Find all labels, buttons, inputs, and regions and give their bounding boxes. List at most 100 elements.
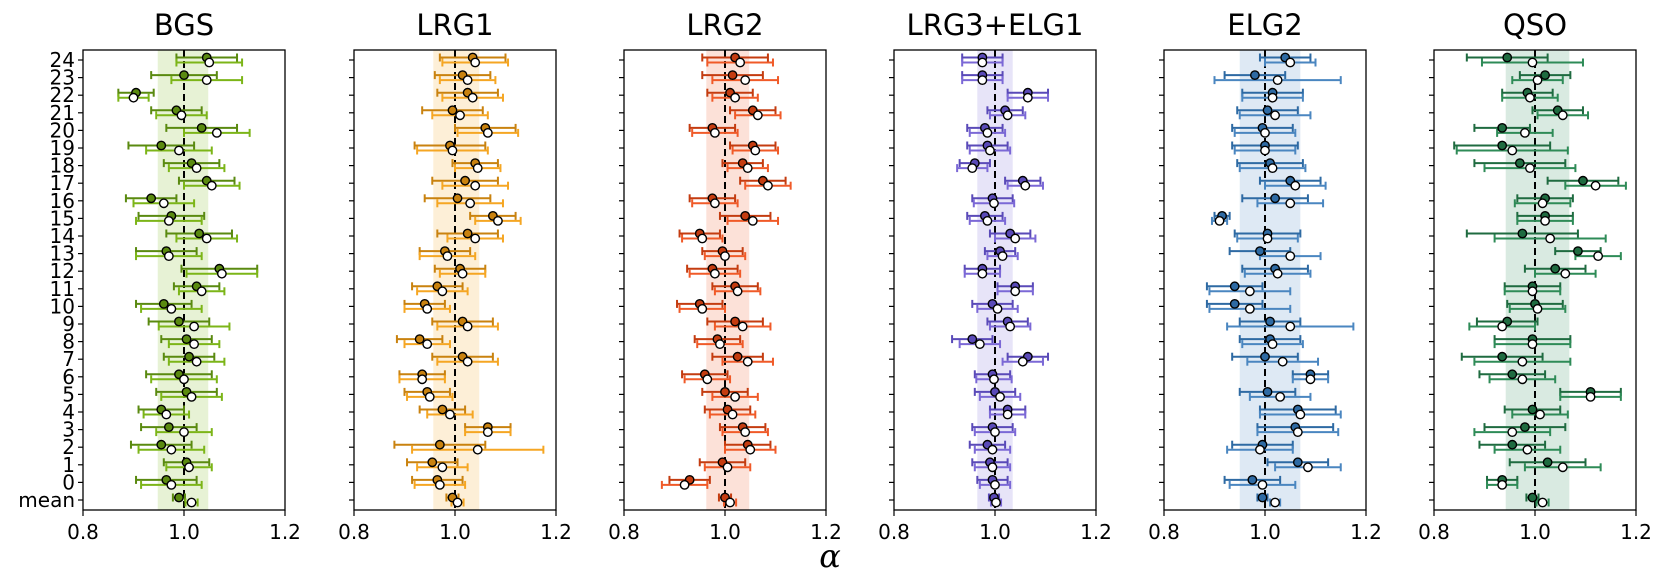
point-b-10 xyxy=(166,303,177,314)
point-b-10 xyxy=(992,303,1003,314)
point-b-16 xyxy=(1537,198,1548,209)
point-b-0 xyxy=(1257,479,1268,490)
point-b-10 xyxy=(697,303,708,314)
point-b-22 xyxy=(730,92,740,103)
point-b-16 xyxy=(465,198,476,209)
point-a-5 xyxy=(1262,386,1273,397)
point-b-14 xyxy=(697,233,708,244)
point-a-18 xyxy=(1514,158,1525,169)
point-a-10 xyxy=(158,298,169,309)
point-b-2 xyxy=(166,444,177,455)
point-a-14 xyxy=(1517,228,1528,239)
point-a-11 xyxy=(1229,281,1240,292)
point-b-19 xyxy=(1507,145,1518,156)
point-a-2 xyxy=(156,439,167,450)
point-b-5 xyxy=(186,391,197,402)
panel-title: QSO xyxy=(1503,8,1567,42)
point-b-13 xyxy=(720,251,730,262)
x-tick-label: 1.0 xyxy=(1249,520,1281,544)
point-b-7 xyxy=(1017,356,1028,367)
point-a-mean xyxy=(1257,492,1268,503)
point-b-8 xyxy=(189,339,200,349)
point-a-21 xyxy=(447,105,458,116)
point-b-5 xyxy=(1275,391,1286,402)
x-tick-label: 1.2 xyxy=(1350,520,1382,544)
x-tick-label: 1.2 xyxy=(269,520,301,544)
point-b-mean xyxy=(452,497,463,508)
point-a-0 xyxy=(1247,474,1258,485)
x-tick-label: 1.0 xyxy=(1519,520,1551,544)
point-b-17 xyxy=(206,180,217,191)
point-b-24 xyxy=(1285,57,1296,68)
point-b-7 xyxy=(742,356,753,367)
point-b-19 xyxy=(174,145,184,156)
x-tick-label: 0.8 xyxy=(67,520,99,544)
point-b-20 xyxy=(1520,127,1530,138)
point-b-14 xyxy=(1010,233,1021,244)
point-b-3 xyxy=(482,427,493,437)
y-tick-label: 9 xyxy=(62,312,75,336)
x-tick-label: 0.8 xyxy=(338,520,370,544)
point-a-2 xyxy=(434,439,445,450)
point-a-1 xyxy=(427,457,438,468)
x-tick-label: 0.8 xyxy=(1148,520,1180,544)
point-b-12 xyxy=(457,268,468,279)
panel-elg2: ELG2 0.8 1.0 1.2 xyxy=(1148,8,1382,544)
point-b-16 xyxy=(158,198,169,209)
point-b-21 xyxy=(455,110,465,121)
point-b-10 xyxy=(1532,303,1543,314)
point-b-18 xyxy=(472,163,483,174)
point-a-16 xyxy=(146,193,157,204)
x-tick-label: 0.8 xyxy=(1418,520,1450,544)
point-a-23 xyxy=(1540,70,1551,81)
point-b-11 xyxy=(1010,286,1021,297)
point-b-8 xyxy=(974,339,985,349)
point-b-21 xyxy=(1270,110,1281,121)
y-tick-label: 12 xyxy=(50,259,75,283)
point-b-20 xyxy=(1260,127,1270,138)
point-b-mean xyxy=(991,497,1001,508)
point-b-7 xyxy=(1277,356,1288,367)
y-tick-label: 7 xyxy=(62,347,75,371)
point-a-19 xyxy=(1497,140,1508,151)
point-b-mean xyxy=(186,497,197,508)
point-a-21 xyxy=(1262,105,1273,116)
point-b-24 xyxy=(1527,57,1538,68)
point-b-4 xyxy=(161,409,172,420)
scatter-band xyxy=(433,50,480,510)
point-b-3 xyxy=(1507,427,1518,437)
point-a-10 xyxy=(1229,298,1240,309)
point-b-20 xyxy=(982,127,993,138)
point-b-2 xyxy=(987,444,998,455)
point-b-22 xyxy=(1525,92,1535,103)
point-a-7 xyxy=(184,351,194,362)
y-tick-label: 0 xyxy=(62,470,75,494)
point-a-20 xyxy=(196,123,207,133)
point-b-8 xyxy=(1267,339,1278,349)
point-b-mean xyxy=(725,497,735,508)
point-a-17 xyxy=(460,175,470,186)
y-tick-label: 14 xyxy=(50,224,75,248)
point-a-7 xyxy=(1497,351,1508,362)
y-tick-label: 16 xyxy=(50,189,75,213)
point-b-5 xyxy=(1585,391,1596,402)
point-b-8 xyxy=(715,339,725,349)
point-b-7 xyxy=(1517,356,1528,367)
point-b-10 xyxy=(422,303,433,314)
point-b-1 xyxy=(987,462,998,473)
point-b-23 xyxy=(740,75,751,86)
point-b-13 xyxy=(1593,251,1604,262)
point-b-19 xyxy=(447,145,458,156)
point-a-17 xyxy=(1578,175,1588,186)
point-a-20 xyxy=(1497,123,1508,133)
point-b-0 xyxy=(434,479,445,490)
point-b-13 xyxy=(442,251,453,262)
point-b-0 xyxy=(1497,479,1508,490)
y-tick-label: 20 xyxy=(50,118,75,142)
point-b-mean xyxy=(1537,497,1548,508)
point-a-8 xyxy=(967,334,978,344)
point-b-17 xyxy=(470,180,481,191)
point-a-7 xyxy=(732,351,743,362)
point-b-1 xyxy=(184,462,194,473)
point-b-23 xyxy=(1532,75,1543,86)
